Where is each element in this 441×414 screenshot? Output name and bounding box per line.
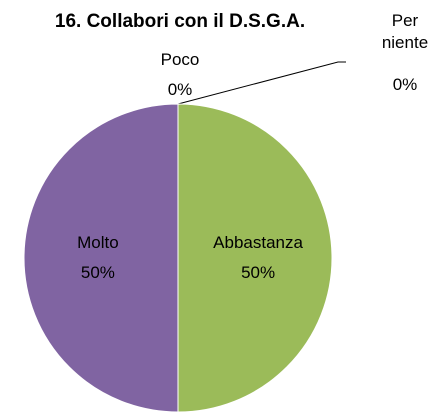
pie-slice [177, 103, 333, 413]
chart-title: 16. Collabori con il D.S.G.A. [54, 11, 306, 32]
slice-label: Per niente [381, 11, 429, 52]
value-label: 0% [392, 75, 418, 94]
value-label: 50% [80, 263, 115, 282]
slice-label: Poco [160, 50, 200, 69]
leader-line [177, 61, 346, 105]
slice-label: Molto [77, 233, 119, 252]
value-label: 0% [167, 80, 193, 99]
slice-label: Abbastanza [213, 233, 303, 252]
value-label: 50% [241, 263, 276, 282]
pie-slice [23, 103, 179, 413]
